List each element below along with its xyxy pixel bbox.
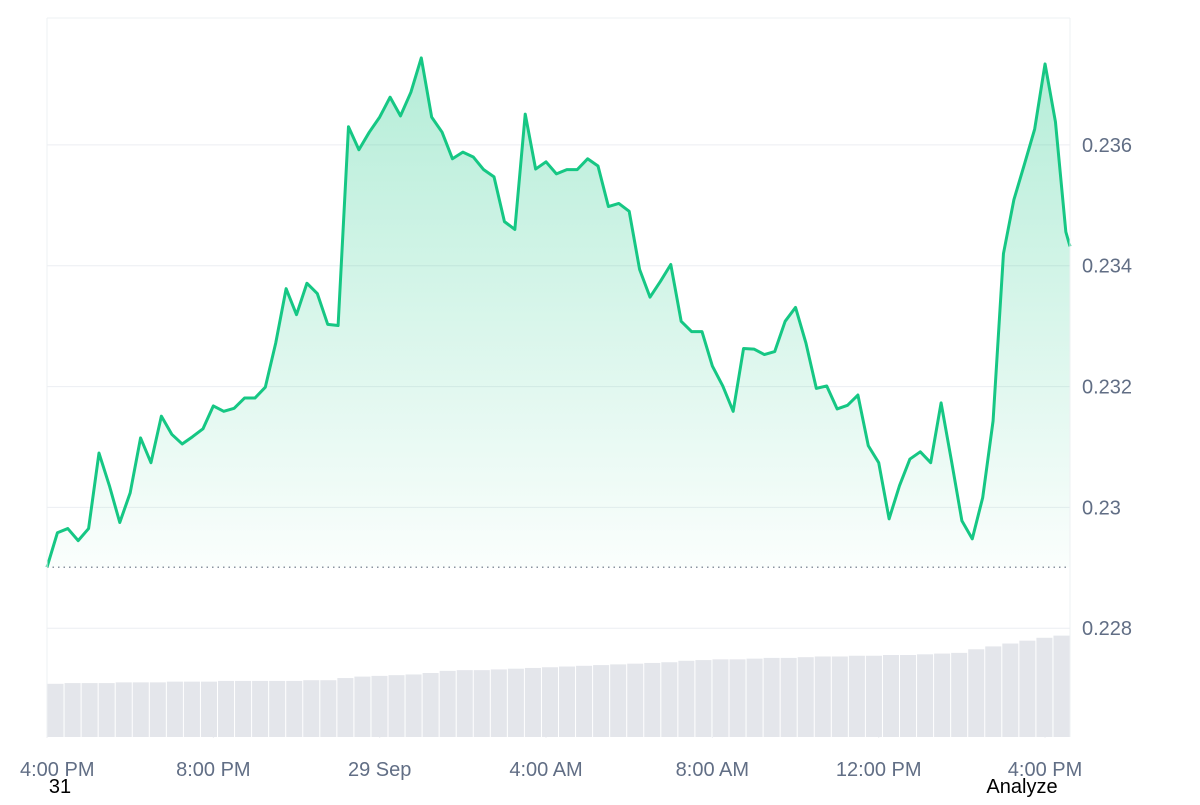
volume-bar bbox=[934, 653, 951, 737]
volume-bar bbox=[64, 683, 81, 737]
volume-bar bbox=[712, 659, 729, 737]
volume-bar bbox=[286, 680, 303, 737]
y-tick-label: 0.23 bbox=[1082, 497, 1121, 519]
volume-bar bbox=[337, 678, 354, 737]
volume-bar bbox=[132, 682, 149, 737]
volume-bar bbox=[149, 682, 166, 737]
volume-layer bbox=[47, 635, 1070, 737]
volume-bar bbox=[439, 670, 456, 737]
x-tick-label: 4:00 AM bbox=[509, 759, 582, 781]
volume-bar bbox=[269, 680, 286, 737]
volume-bar bbox=[644, 662, 661, 737]
volume-bar bbox=[115, 682, 132, 737]
volume-bar bbox=[473, 670, 490, 737]
volume-bar bbox=[200, 681, 217, 737]
volume-bar bbox=[559, 666, 576, 737]
y-tick-label: 0.236 bbox=[1082, 135, 1132, 157]
volume-bar bbox=[661, 662, 678, 737]
volume-bar bbox=[388, 675, 405, 737]
volume-bar bbox=[1002, 643, 1019, 737]
volume-bar bbox=[303, 680, 320, 737]
volume-bar bbox=[1036, 637, 1053, 737]
volume-bar bbox=[183, 681, 200, 737]
label-layer: 0.228 0.23 0.232 0.234 0.236 4:00 PM 8:00 PM 29… bbox=[20, 135, 1132, 781]
volume-bar bbox=[524, 667, 541, 737]
volume-bar bbox=[320, 680, 337, 737]
y-tick-label: 0.232 bbox=[1082, 377, 1132, 399]
volume-bar bbox=[985, 646, 1002, 737]
volume-bar bbox=[456, 670, 473, 737]
volume-bar bbox=[814, 656, 831, 737]
volume-bar bbox=[968, 649, 985, 737]
volume-bar bbox=[951, 652, 968, 737]
y-tick-label: 0.234 bbox=[1082, 256, 1132, 278]
volume-bar bbox=[98, 683, 115, 737]
volume-bar bbox=[47, 683, 64, 737]
area-fill bbox=[47, 57, 1070, 568]
volume-bar bbox=[235, 680, 252, 737]
footer-left: 31 bbox=[49, 776, 71, 798]
volume-bar bbox=[1019, 640, 1036, 737]
volume-bar bbox=[541, 667, 558, 737]
volume-bar bbox=[218, 680, 235, 737]
volume-bar bbox=[371, 675, 388, 737]
volume-bar bbox=[422, 673, 439, 737]
volume-bar bbox=[848, 655, 865, 737]
volume-bar bbox=[900, 655, 917, 737]
x-tick-label: 8:00 AM bbox=[676, 759, 749, 781]
volume-bar bbox=[917, 654, 934, 737]
area-layer bbox=[45, 56, 1072, 568]
volume-bar bbox=[678, 660, 695, 737]
volume-bar bbox=[166, 681, 183, 737]
volume-bar bbox=[763, 657, 780, 737]
price-line bbox=[45, 56, 1072, 568]
x-tick-label: 8:00 PM bbox=[176, 759, 250, 781]
x-tick-label: 4:00 PM bbox=[1008, 759, 1082, 781]
volume-bar bbox=[593, 665, 610, 737]
volume-bar bbox=[695, 660, 712, 737]
volume-bar bbox=[746, 658, 763, 737]
volume-bar bbox=[627, 663, 644, 737]
volume-bar bbox=[780, 657, 797, 737]
volume-bar bbox=[354, 676, 371, 737]
volume-bar bbox=[865, 655, 882, 737]
x-tick-label: 4:00 PM bbox=[20, 759, 94, 781]
footer-right[interactable]: Analyze bbox=[986, 776, 1057, 798]
volume-bar bbox=[81, 683, 98, 737]
volume-bar bbox=[610, 664, 627, 737]
y-tick-label: 0.228 bbox=[1082, 618, 1132, 640]
x-tick-label: 12:00 PM bbox=[836, 759, 922, 781]
volume-bar bbox=[831, 656, 848, 737]
volume-bar bbox=[507, 668, 524, 737]
volume-bar bbox=[576, 665, 593, 737]
volume-bar bbox=[405, 674, 422, 737]
x-tick-label: 29 Sep bbox=[348, 759, 411, 781]
volume-bar bbox=[490, 669, 507, 737]
volume-bar bbox=[797, 657, 814, 737]
volume-bar bbox=[882, 655, 899, 737]
volume-bar bbox=[729, 659, 746, 737]
volume-bar bbox=[252, 680, 269, 737]
volume-bar bbox=[1053, 635, 1070, 737]
